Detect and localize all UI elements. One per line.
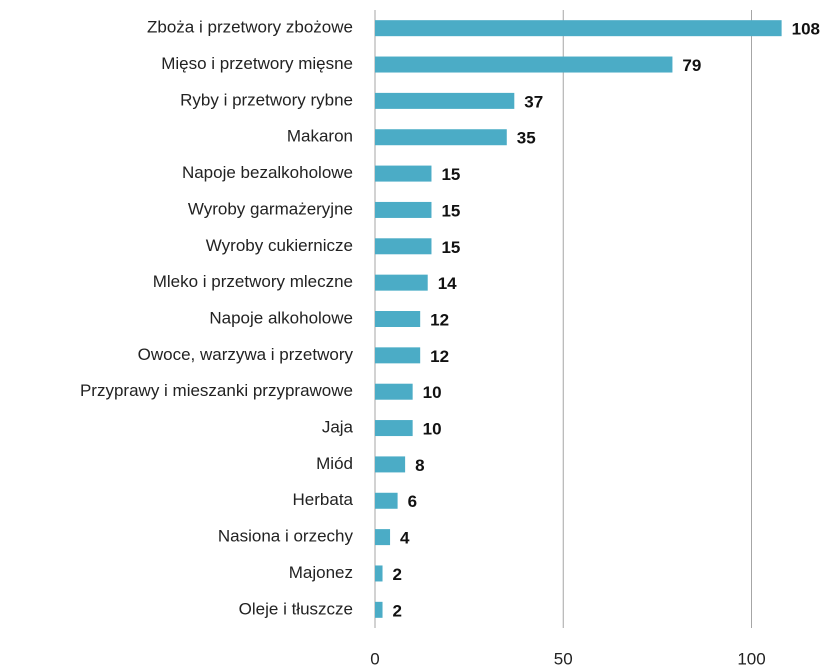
bar xyxy=(375,56,673,73)
y-tick-label: Napoje alkoholowe xyxy=(209,308,353,327)
value-label: 79 xyxy=(682,56,701,75)
value-label: 4 xyxy=(400,529,410,548)
value-label: 14 xyxy=(438,274,457,293)
x-tick-label: 50 xyxy=(554,649,573,668)
bar xyxy=(375,92,515,109)
bar xyxy=(375,347,421,364)
y-tick-label: Oleje i tłuszcze xyxy=(239,599,353,618)
value-label: 35 xyxy=(517,129,536,148)
y-tick-label: Makaron xyxy=(287,127,353,146)
value-label: 2 xyxy=(393,601,402,620)
y-tick-label: Ryby i przetwory rybne xyxy=(180,90,353,109)
x-tick-label: 100 xyxy=(737,649,765,668)
bar xyxy=(375,165,432,182)
y-tick-label: Napoje bezalkoholowe xyxy=(182,163,353,182)
bar xyxy=(375,529,391,546)
bar xyxy=(375,383,413,400)
value-label: 12 xyxy=(430,347,449,366)
value-label: 10 xyxy=(423,420,442,439)
value-label: 2 xyxy=(393,565,402,584)
bar xyxy=(375,565,383,582)
y-tick-label: Jaja xyxy=(322,418,354,437)
bar xyxy=(375,238,432,255)
y-tick-label: Przyprawy i mieszanki przyprawowe xyxy=(80,381,353,400)
bar xyxy=(375,311,421,327)
value-label: 15 xyxy=(441,165,460,184)
bar xyxy=(375,20,782,37)
bar xyxy=(375,456,406,473)
value-label: 15 xyxy=(441,201,460,220)
y-tick-label: Zboża i przetwory zbożowe xyxy=(147,18,353,37)
bar xyxy=(375,420,413,437)
y-tick-label: Majonez xyxy=(289,563,353,582)
bar xyxy=(375,601,383,618)
x-tick-label: 0 xyxy=(370,649,379,668)
value-label: 8 xyxy=(415,456,424,475)
value-label: 12 xyxy=(430,310,449,329)
y-tick-label: Miód xyxy=(316,454,353,473)
y-tick-label: Mleko i przetwory mleczne xyxy=(153,272,353,291)
value-label: 15 xyxy=(441,238,460,257)
y-tick-label: Mięso i przetwory mięsne xyxy=(161,54,353,73)
y-tick-label: Herbata xyxy=(293,490,354,509)
bar xyxy=(375,492,398,509)
value-label: 37 xyxy=(524,92,543,111)
value-label: 108 xyxy=(792,20,820,39)
y-tick-label: Wyroby cukiernicze xyxy=(206,236,353,255)
y-tick-label: Owoce, warzywa i przetwory xyxy=(138,345,354,364)
value-label: 6 xyxy=(408,492,417,511)
bar xyxy=(375,201,432,218)
y-tick-label: Nasiona i orzechy xyxy=(218,527,354,546)
bar xyxy=(375,129,507,146)
bar xyxy=(375,274,428,291)
value-label: 10 xyxy=(423,383,442,402)
y-tick-label: Wyroby garmażeryjne xyxy=(188,199,353,218)
